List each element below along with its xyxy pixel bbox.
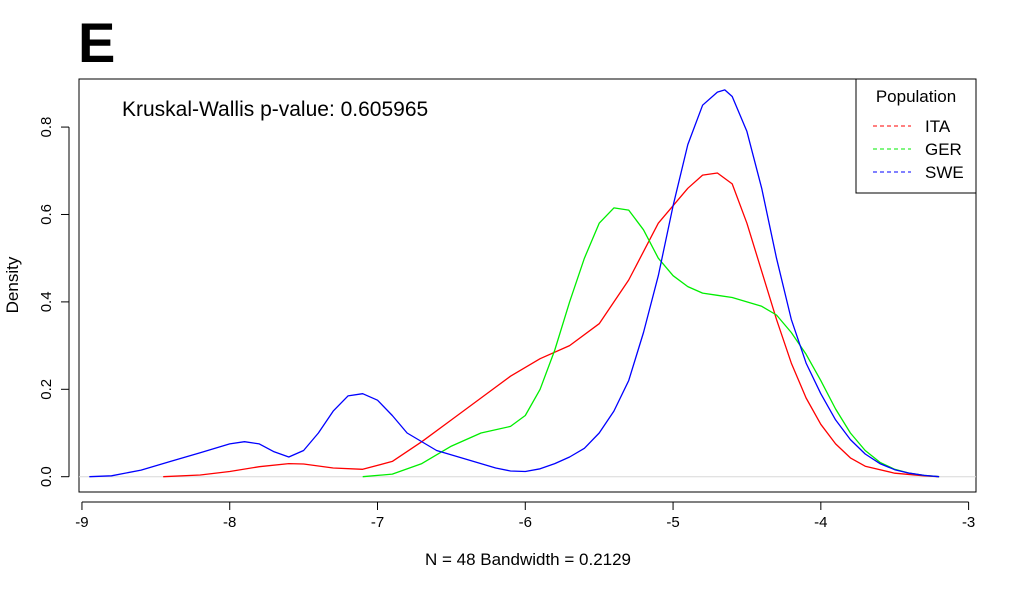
x-tick-label: -8 <box>223 514 236 531</box>
x-tick-label: -5 <box>666 514 679 531</box>
panel-letter: E <box>78 11 115 74</box>
series-line-ger <box>362 207 940 478</box>
y-tick-label: 0.8 <box>38 117 55 138</box>
x-axis: -9 -8 -7 -6 -5 -4 -3 <box>75 501 975 531</box>
y-tick-label: 0.0 <box>38 466 55 487</box>
x-tick-label: -6 <box>519 514 532 531</box>
series-line-ita <box>163 172 940 478</box>
legend-title: Population <box>876 87 956 106</box>
density-curves <box>89 89 940 478</box>
legend-label-ger: GER <box>925 140 962 159</box>
x-tick-label: -3 <box>962 514 975 531</box>
kruskal-wallis-annotation: Kruskal-Wallis p-value: 0.605965 <box>122 98 428 121</box>
plot-area-box <box>78 78 977 493</box>
y-axis-title: Density <box>3 256 22 313</box>
y-tick-label: 0.2 <box>38 379 55 400</box>
legend-box <box>855 78 977 194</box>
x-tick-label: -7 <box>371 514 384 531</box>
legend-label-swe: SWE <box>925 163 964 182</box>
x-tick-label: -4 <box>814 514 827 531</box>
y-axis: 0.0 0.2 0.4 0.6 0.8 <box>38 117 70 487</box>
legend: Population ITA GER SWE <box>855 78 977 194</box>
y-tick-label: 0.6 <box>38 204 55 225</box>
series-line-swe <box>89 89 940 478</box>
x-axis-title: N = 48 Bandwidth = 0.2129 <box>425 550 631 569</box>
y-tick-label: 0.4 <box>38 291 55 312</box>
x-tick-label: -9 <box>75 514 88 531</box>
legend-label-ita: ITA <box>925 117 951 136</box>
